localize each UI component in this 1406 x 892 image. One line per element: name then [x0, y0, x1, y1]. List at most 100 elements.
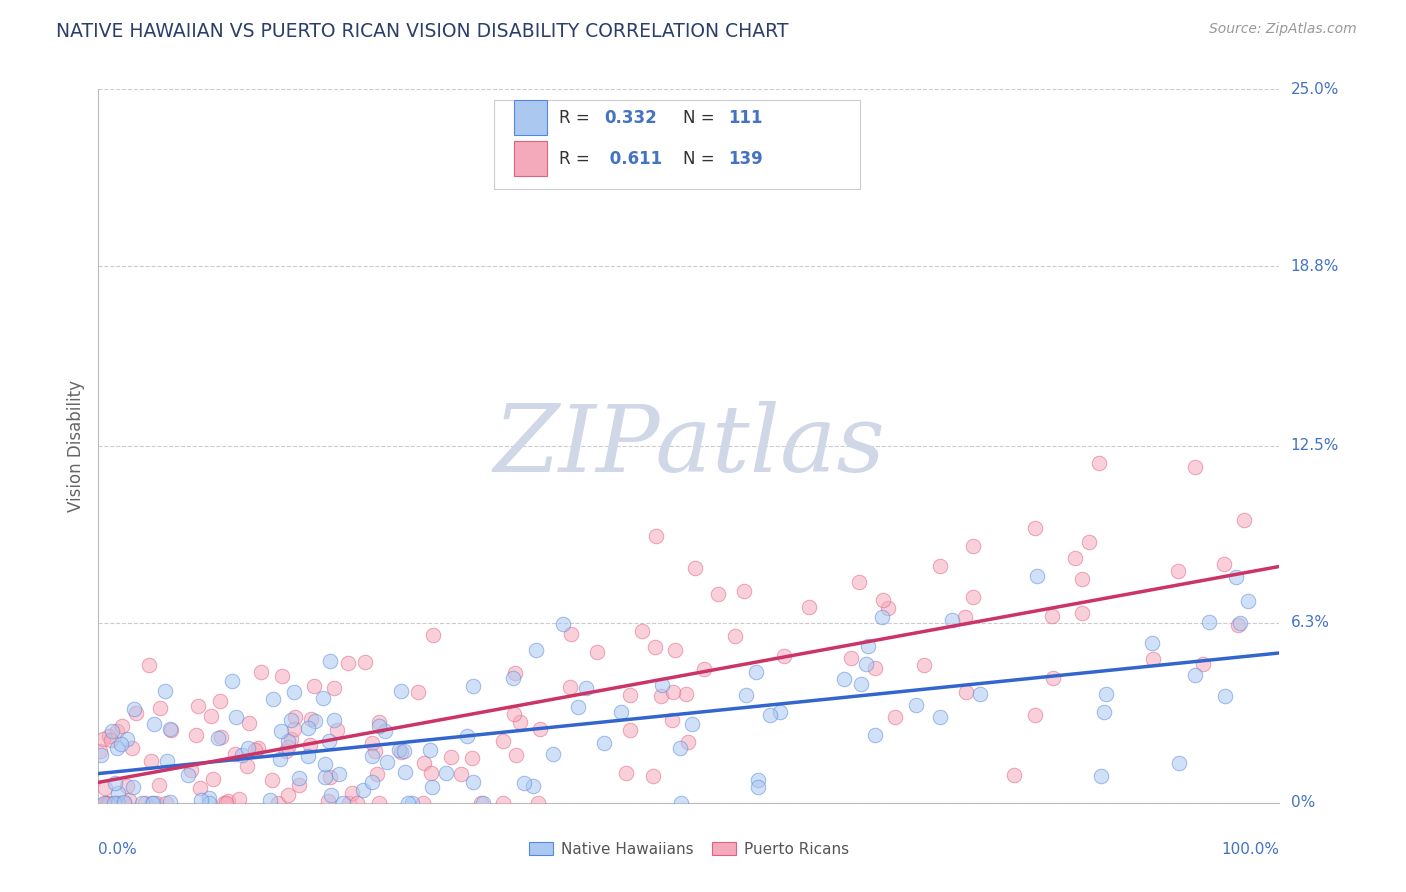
- Point: [100, 733, 122, 747]
- Point: [247, 741, 270, 756]
- Point: [706, 587, 728, 601]
- Point: [619, 723, 641, 738]
- Point: [396, 796, 419, 810]
- Point: [651, 678, 673, 692]
- Point: [876, 600, 898, 615]
- Point: [111, 719, 134, 733]
- Point: [1024, 521, 1046, 535]
- Point: [928, 558, 950, 573]
- Point: [160, 723, 183, 738]
- Text: 0.332: 0.332: [605, 109, 657, 127]
- Point: [134, 796, 156, 810]
- Point: [202, 772, 225, 787]
- Point: [361, 775, 384, 789]
- Point: [209, 730, 232, 744]
- Point: [361, 749, 384, 764]
- Y-axis label: Vision Disability: Vision Disability: [66, 380, 84, 512]
- Point: [683, 561, 706, 575]
- Point: [145, 796, 167, 810]
- Point: [745, 665, 768, 679]
- Point: [470, 796, 492, 810]
- Point: [276, 744, 298, 758]
- Point: [138, 658, 160, 673]
- Point: [353, 655, 375, 669]
- Point: [388, 742, 411, 756]
- Point: [280, 731, 302, 746]
- Point: [858, 640, 880, 654]
- Point: [89, 744, 111, 758]
- Point: [969, 687, 991, 701]
- Point: [460, 751, 482, 765]
- Point: [186, 728, 208, 742]
- Text: 6.3%: 6.3%: [1291, 615, 1330, 631]
- Point: [619, 688, 641, 702]
- Point: [1226, 618, 1249, 632]
- Point: [304, 714, 326, 728]
- Point: [314, 770, 336, 784]
- Point: [316, 794, 339, 808]
- Point: [631, 624, 654, 638]
- Point: [1232, 513, 1254, 527]
- Point: [328, 767, 350, 781]
- Point: [419, 742, 441, 756]
- Point: [1071, 607, 1094, 621]
- Point: [492, 796, 515, 810]
- Point: [560, 680, 582, 694]
- Text: NATIVE HAWAIIAN VS PUERTO RICAN VISION DISABILITY CORRELATION CHART: NATIVE HAWAIIAN VS PUERTO RICAN VISION D…: [56, 22, 789, 41]
- Point: [298, 738, 321, 752]
- Point: [346, 796, 368, 810]
- Text: 100.0%: 100.0%: [1222, 842, 1279, 856]
- Point: [1192, 657, 1215, 671]
- Point: [529, 722, 551, 736]
- Point: [221, 674, 243, 689]
- Point: [198, 790, 221, 805]
- Point: [288, 778, 311, 792]
- Point: [872, 592, 894, 607]
- Point: [955, 684, 977, 698]
- Point: [610, 705, 633, 719]
- Point: [644, 529, 666, 543]
- Point: [661, 685, 683, 699]
- Point: [314, 757, 336, 772]
- Text: 25.0%: 25.0%: [1291, 82, 1339, 96]
- Point: [297, 748, 319, 763]
- Point: [912, 657, 935, 672]
- Point: [142, 717, 165, 731]
- Point: [392, 744, 415, 758]
- Point: [1184, 667, 1206, 681]
- Point: [664, 643, 686, 657]
- FancyBboxPatch shape: [515, 142, 547, 176]
- Point: [1229, 616, 1251, 631]
- Point: [340, 785, 363, 799]
- Point: [217, 794, 239, 808]
- Point: [1184, 459, 1206, 474]
- Point: [758, 708, 780, 723]
- Point: [1236, 594, 1258, 608]
- Point: [98, 730, 121, 744]
- Point: [97, 796, 120, 810]
- Point: [245, 743, 267, 757]
- Point: [323, 713, 346, 727]
- Point: [155, 684, 177, 698]
- Point: [131, 796, 153, 810]
- Text: 0.611: 0.611: [605, 150, 662, 168]
- Point: [302, 679, 325, 693]
- Point: [231, 748, 253, 763]
- Point: [593, 736, 616, 750]
- Point: [105, 723, 128, 738]
- Point: [228, 792, 250, 806]
- Point: [440, 749, 463, 764]
- Point: [1212, 558, 1234, 572]
- Point: [391, 684, 413, 698]
- Point: [1090, 769, 1112, 783]
- Point: [522, 780, 544, 794]
- Point: [139, 754, 162, 768]
- Point: [105, 796, 128, 810]
- Point: [394, 765, 416, 780]
- Point: [675, 688, 697, 702]
- Point: [207, 731, 229, 746]
- Point: [250, 665, 273, 679]
- Point: [1167, 756, 1189, 770]
- Point: [747, 780, 769, 794]
- Point: [155, 755, 177, 769]
